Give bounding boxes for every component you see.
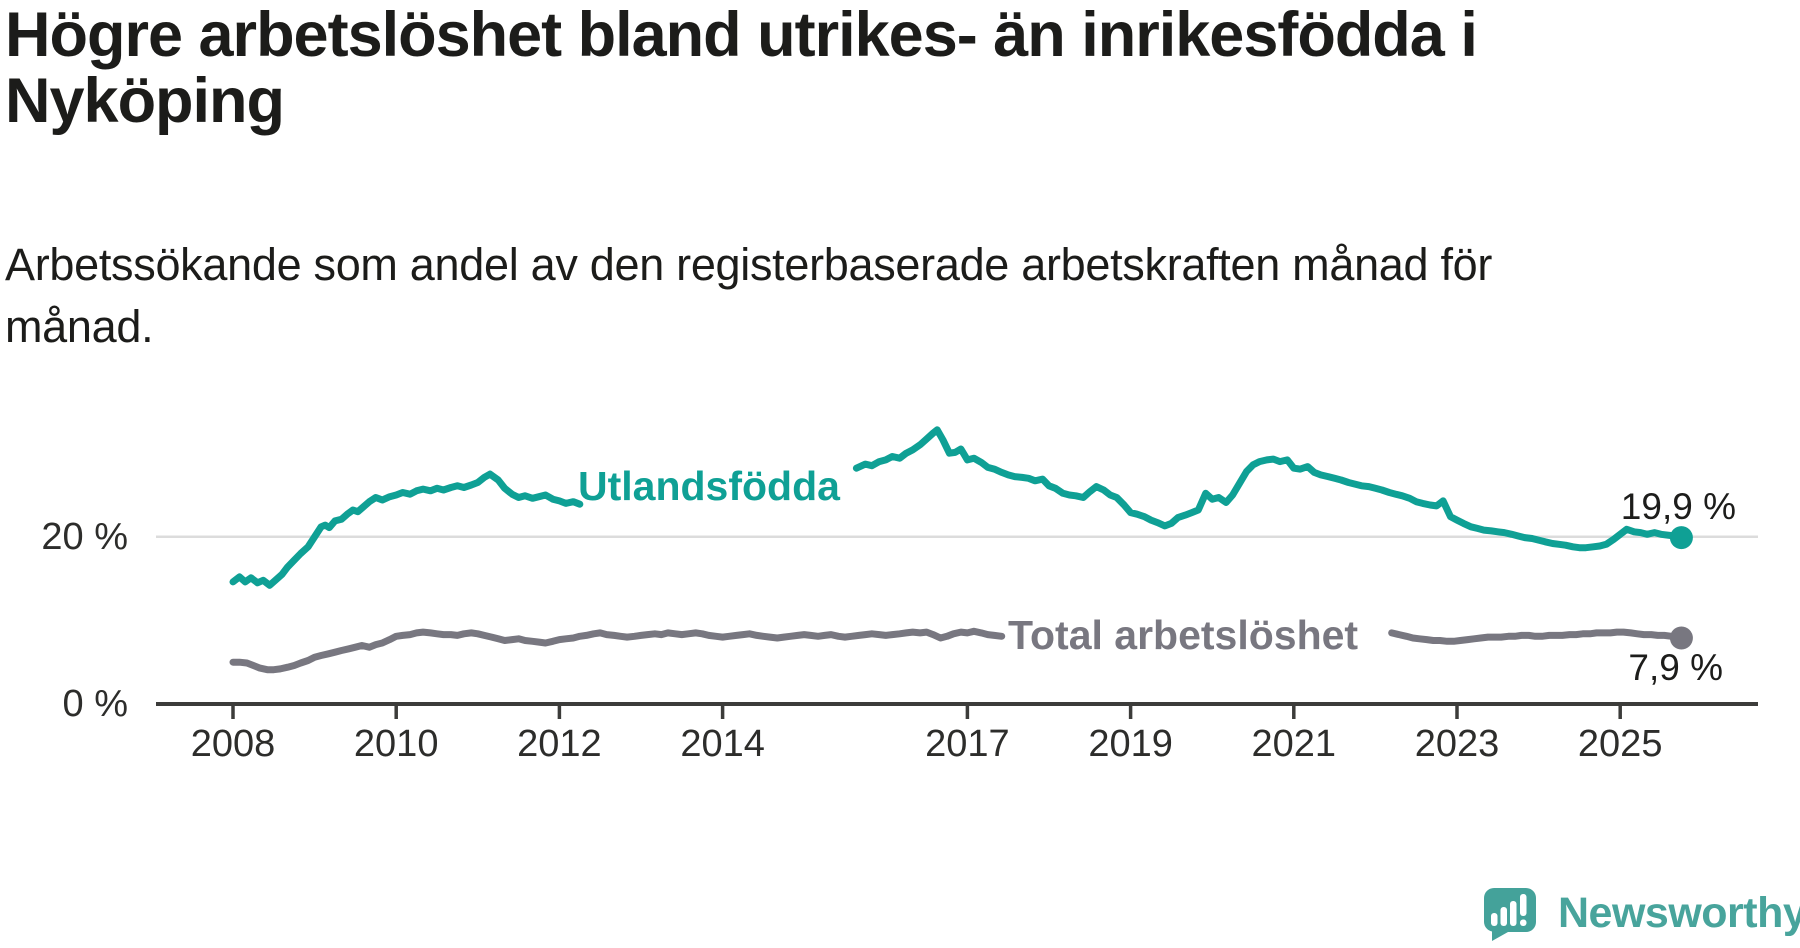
x-tick-label-2012: 2012	[517, 723, 602, 765]
exclamation-dot	[1520, 919, 1527, 926]
endpoint-dot-1	[1669, 626, 1693, 650]
chart-subtitle-line2: månad.	[5, 301, 154, 352]
series-line-0-seg-0	[229, 470, 584, 589]
series-line-1-seg-1	[1388, 628, 1685, 645]
x-tick-label-2008: 2008	[190, 723, 276, 765]
end-value-label-utlandsfodda: 19,9 %	[1620, 486, 1736, 527]
x-tick-label-2010: 2010	[353, 723, 439, 765]
chart-subtitle-line1: Arbetssökande som andel av den registerb…	[5, 239, 1493, 290]
x-tick-label-2025: 2025	[1577, 723, 1663, 765]
endpoint-dot-0	[1669, 526, 1693, 550]
x-tick-label-2014: 2014	[680, 723, 765, 765]
series-line-1-seg-0	[229, 627, 1006, 674]
y-tick-label-20: 20 %	[41, 515, 128, 558]
bar-3	[1510, 901, 1517, 926]
series-line-0-seg-1	[852, 426, 1685, 552]
bar-2	[1500, 907, 1507, 926]
page-title: Högre arbetslöshet bland utrikes- än inr…	[5, 0, 1478, 136]
newsworthy-logo: Newsworthy	[1484, 888, 1800, 942]
newsworthy-logo-text: Newsworthy	[1558, 889, 1800, 937]
x-tick-label-2023: 2023	[1414, 723, 1500, 765]
chart-subtitle: Arbetssökande som andel av den registerb…	[5, 234, 1492, 358]
page-title-line1: Högre arbetslöshet bland utrikes- än inr…	[5, 0, 1478, 70]
bar-1	[1491, 913, 1498, 926]
exclamation-bar	[1520, 894, 1527, 916]
y-tick-label-0: 0 %	[62, 683, 128, 725]
newsworthy-logo-icon	[1484, 888, 1536, 941]
end-value-label-total: 7,9 %	[1628, 647, 1723, 688]
x-tick-label-2021: 2021	[1251, 723, 1337, 765]
series-label-utlandsfodda: Utlandsfödda	[578, 463, 840, 509]
x-tick-label-2019: 2019	[1088, 723, 1173, 765]
page-title-line2: Nyköping	[5, 66, 285, 136]
series-label-total-arbetsloshet: Total arbetslöshet	[1008, 612, 1359, 658]
x-tick-label-2017: 2017	[925, 723, 1010, 765]
